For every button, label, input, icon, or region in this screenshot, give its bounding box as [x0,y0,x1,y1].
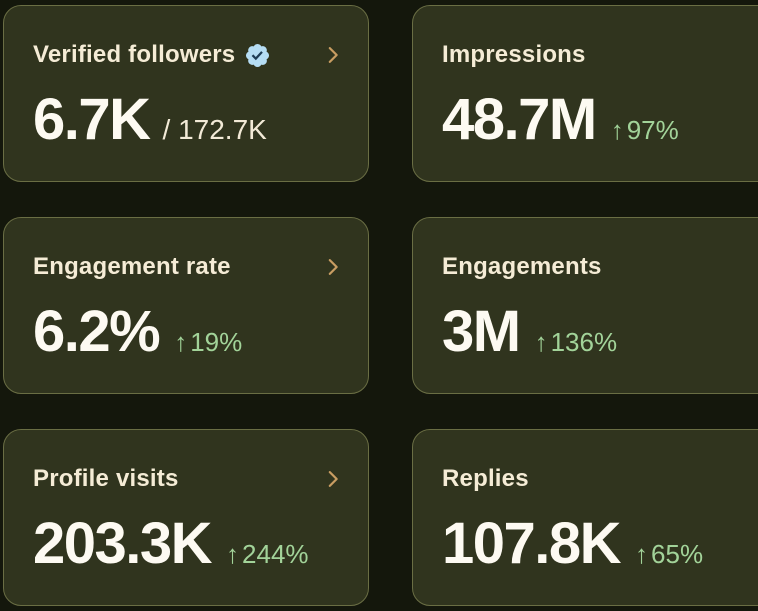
card-header: Impressions [442,39,753,71]
card-value-row: 48.7M ↑ 97% [442,88,753,152]
card-header: Profile visits [33,463,344,495]
card-title: Engagement rate [33,253,231,280]
metric-value: 6.2% [33,299,161,364]
delta-percent: 19% [190,327,243,357]
up-arrow-icon: ↑ [174,327,188,357]
card-value-row: 3M ↑ 136% [442,300,753,364]
metric-delta: ↑ 97% [611,115,679,146]
card-title: Replies [442,465,529,492]
card-verified-followers[interactable]: Verified followers 6.7K / 172.7K [3,5,369,182]
card-engagement-rate[interactable]: Engagement rate 6.2% ↑ 19% [3,217,369,394]
card-value-row: 203.3K ↑ 244% [33,512,344,576]
up-arrow-icon: ↑ [610,115,624,145]
card-replies[interactable]: Replies 107.8K ↑ 65% [412,429,758,606]
card-profile-visits[interactable]: Profile visits 203.3K ↑ 244% [3,429,369,606]
metric-delta: ↑ 65% [635,539,703,570]
metric-delta: ↑ 19% [174,327,242,358]
card-title: Verified followers [33,41,236,68]
metrics-grid: Verified followers 6.7K / 172.7K Impress… [3,5,758,606]
card-value-row: 6.7K / 172.7K [33,88,344,152]
verified-badge-icon [244,42,271,69]
card-impressions[interactable]: Impressions 48.7M ↑ 97% [412,5,758,182]
up-arrow-icon: ↑ [226,539,240,569]
metric-value: 107.8K [442,511,622,576]
delta-percent: 136% [550,327,618,357]
metric-value: 6.7K [33,87,151,152]
metric-total: / 172.7K [162,114,267,145]
card-value-row: 107.8K ↑ 65% [442,512,753,576]
card-title: Engagements [442,253,602,280]
delta-percent: 97% [626,115,679,145]
up-arrow-icon: ↑ [635,539,649,569]
metric-value: 203.3K [33,511,213,576]
metric-value: 3M [442,299,521,364]
card-header: Engagements [442,251,753,283]
chevron-right-icon[interactable] [322,468,344,490]
card-value-row: 6.2% ↑ 19% [33,300,344,364]
delta-percent: 65% [651,539,704,569]
up-arrow-icon: ↑ [534,327,548,357]
chevron-right-icon[interactable] [322,256,344,278]
card-title: Impressions [442,41,586,68]
metric-delta: ↑ 136% [535,327,618,358]
delta-percent: 244% [242,539,309,569]
chevron-right-icon[interactable] [322,44,344,66]
metric-delta: ↑ 244% [226,539,309,570]
card-header: Verified followers [33,39,344,71]
card-header: Engagement rate [33,251,344,283]
card-engagements[interactable]: Engagements 3M ↑ 136% [412,217,758,394]
metric-value: 48.7M [442,87,597,152]
card-header: Replies [442,463,753,495]
card-title: Profile visits [33,465,179,492]
